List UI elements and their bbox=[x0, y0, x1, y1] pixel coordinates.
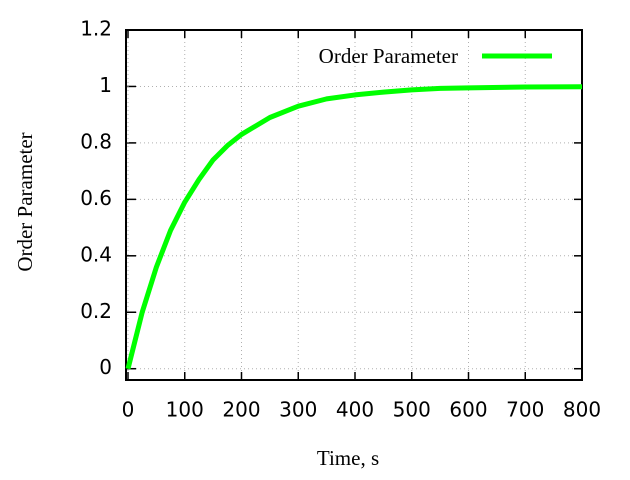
x-tick-label: 400 bbox=[336, 398, 374, 422]
x-axis-label: Time, s bbox=[317, 446, 379, 470]
y-tick-label: 1 bbox=[99, 73, 112, 97]
y-axis-label: Order Parameter bbox=[13, 132, 37, 271]
y-tick-label: 0.2 bbox=[80, 299, 112, 323]
x-tick-label: 100 bbox=[166, 398, 204, 422]
legend-label: Order Parameter bbox=[319, 44, 458, 68]
y-tick-label: 0.4 bbox=[80, 242, 112, 266]
x-tick-label: 500 bbox=[393, 398, 431, 422]
x-tick-label: 700 bbox=[506, 398, 544, 422]
y-tick-label: 1.2 bbox=[80, 17, 112, 41]
y-tick-label: 0.8 bbox=[80, 129, 112, 153]
x-tick-label: 800 bbox=[563, 398, 601, 422]
x-tick-label: 0 bbox=[122, 398, 135, 422]
x-tick-label: 600 bbox=[449, 398, 487, 422]
plot-frame bbox=[125, 29, 583, 381]
y-tick-label: 0.6 bbox=[80, 186, 112, 210]
x-tick-label: 300 bbox=[279, 398, 317, 422]
y-tick-label: 0 bbox=[99, 355, 112, 379]
x-tick-label: 200 bbox=[222, 398, 260, 422]
series-line bbox=[125, 84, 583, 370]
